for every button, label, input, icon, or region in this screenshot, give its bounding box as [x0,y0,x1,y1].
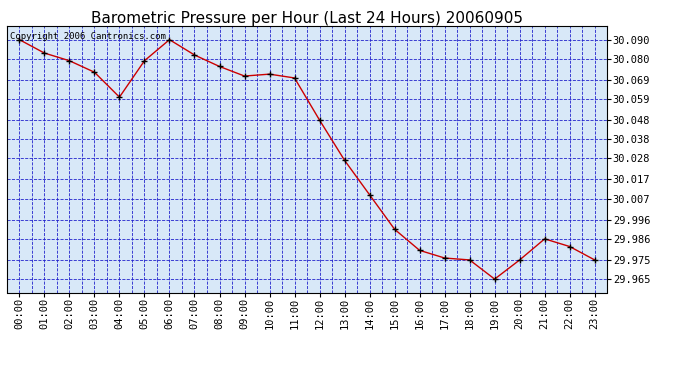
Title: Barometric Pressure per Hour (Last 24 Hours) 20060905: Barometric Pressure per Hour (Last 24 Ho… [91,12,523,27]
Text: Copyright 2006 Cantronics.com: Copyright 2006 Cantronics.com [10,32,166,40]
